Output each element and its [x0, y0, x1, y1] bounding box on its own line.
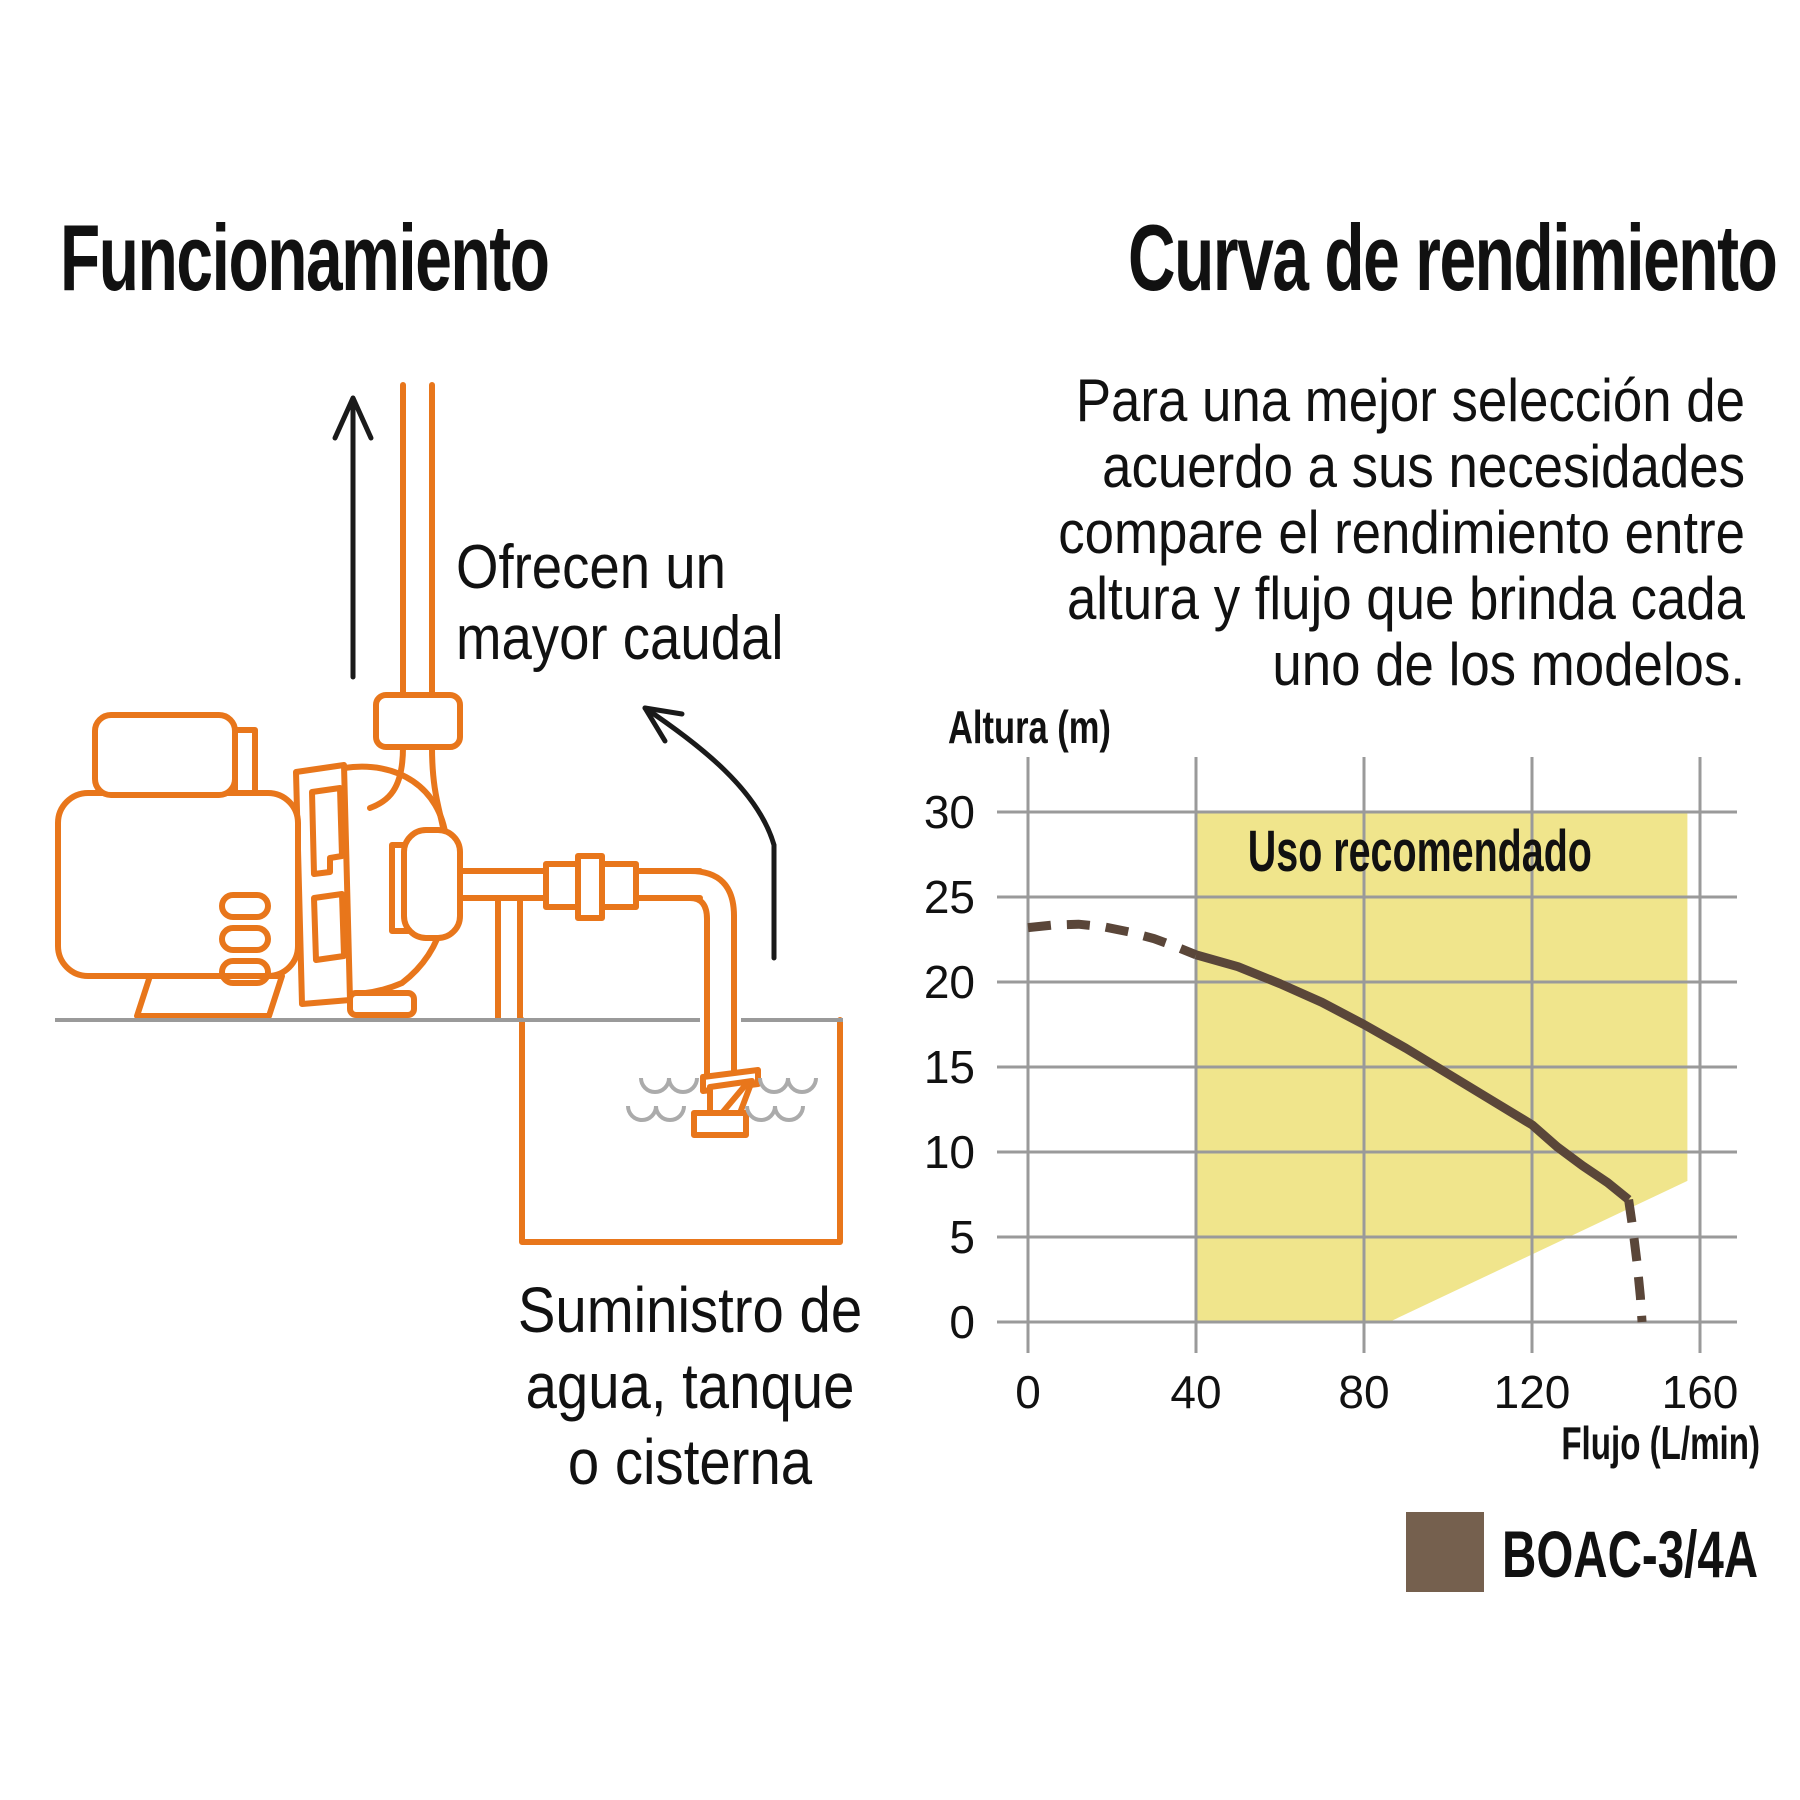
curve-BOAC-3/4A-dashed — [1027, 919, 1198, 959]
foot-valve — [691, 1067, 761, 1138]
discharge-pipe — [367, 382, 463, 841]
x-tick-label: 80 — [1338, 1366, 1390, 1418]
pump-window-lower — [311, 891, 347, 963]
legend-swatch — [1406, 1512, 1484, 1592]
x-tick-label: 160 — [1661, 1366, 1739, 1418]
right-section-title: Curva de rendimiento — [1128, 205, 1778, 310]
x-tick-label: 120 — [1493, 1366, 1571, 1418]
y-tick-label: 30 — [923, 786, 975, 838]
tank — [519, 1017, 843, 1245]
x-tick-label: 40 — [1170, 1366, 1222, 1418]
pump-window-upper — [309, 785, 345, 877]
y-tick-label: 5 — [949, 1211, 975, 1263]
pump-foot — [347, 990, 417, 1018]
vent-slot — [219, 892, 271, 920]
vent-slot — [219, 925, 271, 953]
strainer — [691, 1110, 749, 1138]
y-tick-label: 25 — [923, 871, 975, 923]
y-axis-title: Altura (m) — [948, 701, 1111, 753]
pipe-union — [575, 853, 605, 921]
pump-diagram — [55, 382, 843, 1245]
motor-base — [134, 973, 285, 1019]
recommended-use-label: Uso recomendado — [1247, 819, 1592, 884]
y-tick-label: 10 — [923, 1126, 975, 1178]
motor — [55, 712, 301, 1019]
curve-BOAC-3/4A-solid — [1194, 950, 1632, 1204]
up-arrow-icon — [332, 395, 374, 680]
suction-flange — [401, 827, 463, 941]
x-tick-label: 0 — [1015, 1366, 1041, 1418]
note-suministro: Suministro de agua, tanque o cisterna — [517, 1274, 863, 1498]
suction-pipe — [457, 853, 737, 1078]
chart-intro-paragraph: Para una mejor selección de acuerdo a su… — [1058, 367, 1745, 698]
curved-arrow-icon — [642, 705, 777, 961]
left-section-title: Funcionamiento — [60, 205, 550, 310]
y-tick-label: 15 — [923, 1041, 975, 1093]
pipe-union — [373, 692, 463, 750]
vent-slot — [219, 958, 271, 986]
legend-model-label: BOAC-3/4A — [1502, 1517, 1759, 1591]
pump-casing — [293, 762, 463, 1018]
y-tick-label: 20 — [923, 956, 975, 1008]
terminal-box-step — [232, 727, 258, 796]
water-waves-icon — [626, 1077, 818, 1122]
x-axis-title: Flujo (L/min) — [1561, 1417, 1760, 1469]
curve-BOAC-3/4A-dashed — [1624, 1198, 1647, 1323]
note-mayor-caudal: Ofrecen un mayor caudal — [456, 533, 784, 673]
y-tick-label: 0 — [949, 1296, 975, 1348]
